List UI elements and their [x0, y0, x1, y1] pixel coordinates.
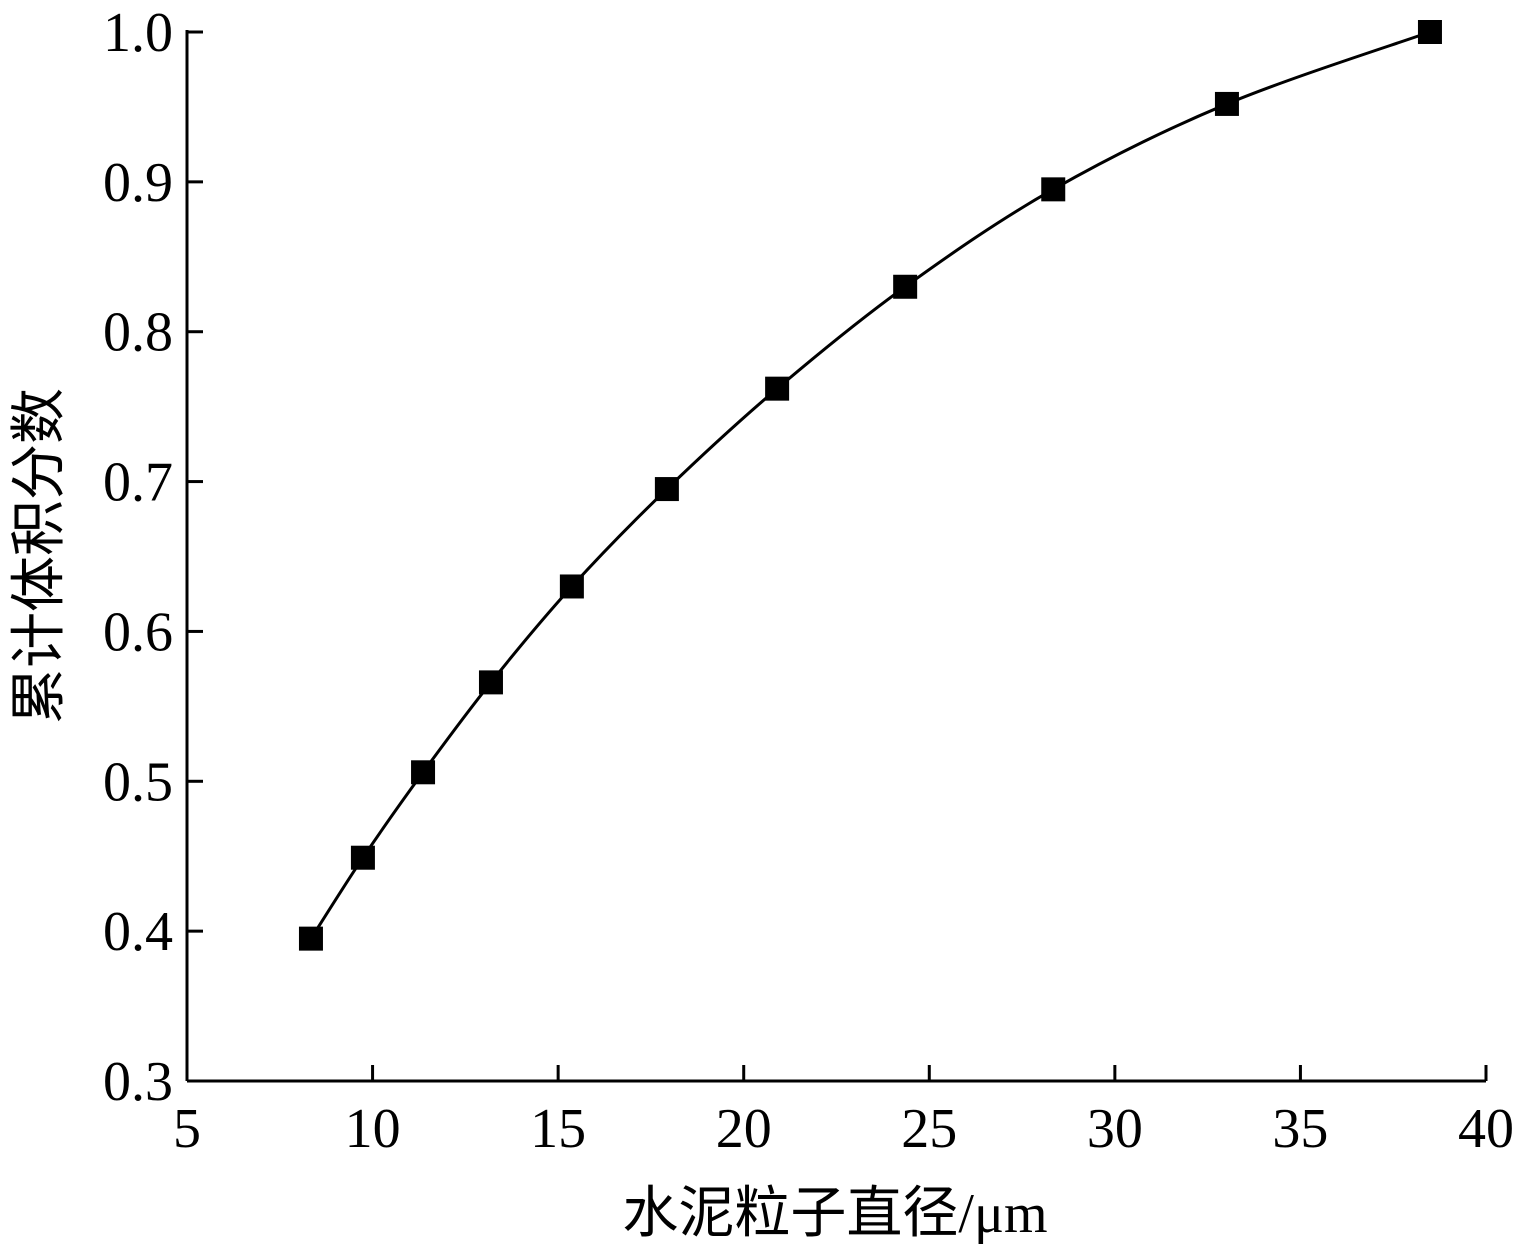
x-tick-label: 30 — [1087, 1098, 1143, 1160]
marker — [654, 477, 679, 502]
x-tick-label: 35 — [1272, 1098, 1328, 1160]
y-tick-label: 0.7 — [103, 452, 173, 514]
marker — [478, 670, 503, 695]
marker — [1041, 177, 1066, 202]
x-tick-label: 15 — [530, 1098, 586, 1160]
y-axis-label: 累计体积分数 — [9, 388, 71, 724]
line — [309, 30, 1431, 940]
marker — [1417, 20, 1442, 44]
marker — [765, 376, 790, 401]
x-tick-label: 25 — [901, 1098, 957, 1160]
x-tick-label: 10 — [345, 1098, 401, 1160]
marker — [559, 574, 584, 599]
x-tick-label: 5 — [173, 1098, 201, 1160]
y-tick-label: 0.4 — [103, 901, 173, 963]
marker — [350, 845, 375, 870]
y-tick-label: 1.0 — [103, 2, 173, 64]
y-tick-label: 0.8 — [103, 302, 173, 364]
marker — [893, 274, 918, 299]
x-tick-label: 20 — [716, 1098, 772, 1160]
y-tick-label: 0.9 — [103, 152, 173, 214]
x-axis-label: 水泥粒子直径/μm — [622, 1183, 1047, 1245]
y-tick-label: 0.6 — [103, 601, 173, 663]
marker — [1214, 91, 1239, 116]
x-tick-label: 40 — [1458, 1098, 1514, 1160]
y-tick-label: 0.3 — [103, 1051, 173, 1113]
marker — [298, 926, 323, 951]
marker — [411, 760, 436, 785]
y-tick-label: 0.5 — [103, 751, 173, 813]
